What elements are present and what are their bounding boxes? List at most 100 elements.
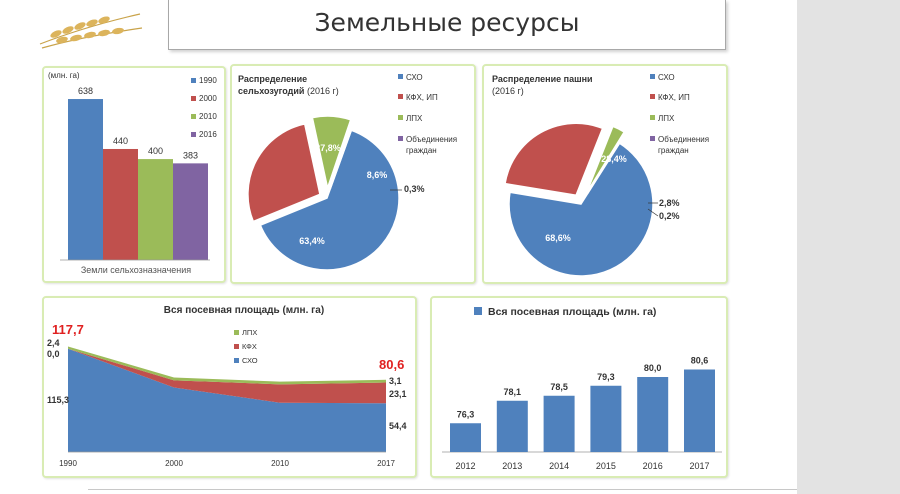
x-tick-label: 2014 <box>549 461 569 471</box>
sown-area-panel: Вся посевная площадь (млн. га) 1990 2000 2… <box>42 296 417 478</box>
bar-2016 <box>637 377 669 452</box>
arable-pie-panel: Распределение пашни (2016 г) 68,6% 28,4% 2… <box>482 64 728 284</box>
bar-2000 <box>103 148 138 260</box>
legend-label: ЛПХ <box>242 328 257 337</box>
x-tick-label: 2000 <box>165 459 183 468</box>
legend-swatch <box>191 96 196 101</box>
legend-swatch <box>398 115 403 120</box>
start-sho-label: 115,3 <box>47 395 69 405</box>
legend-label: 2000 <box>199 94 217 103</box>
start-total-label: 117,7 <box>52 322 84 337</box>
legend-swatch <box>398 74 403 79</box>
agri-pie-panel: Распределение сельхозугодий (2016 г) 63,… <box>230 64 476 284</box>
page-title-box: Земельные ресурсы <box>168 0 726 50</box>
pie-slice <box>508 142 654 277</box>
legend-swatch <box>398 94 403 99</box>
legend-swatch <box>650 94 655 99</box>
x-tick-label: 1990 <box>59 459 77 468</box>
page-title: Земельные ресурсы <box>314 8 580 37</box>
bar-value-label: 383 <box>183 150 198 160</box>
x-tick-label: 2017 <box>377 459 395 468</box>
category-label: Земли сельхозназначения <box>81 265 191 275</box>
x-tick-label: 2010 <box>271 459 289 468</box>
bar-2015 <box>590 385 622 452</box>
bar-2016 <box>173 163 208 260</box>
bar-2012 <box>450 423 481 452</box>
agri-pie-chart: Распределение сельхозугодий (2016 г) 63,… <box>238 73 457 271</box>
bar-value-label: 76,3 <box>457 409 475 419</box>
leader-line <box>647 208 659 217</box>
pie-slice <box>259 129 400 271</box>
arable-pie-chart: Распределение пашни (2016 г) 68,6% 28,4% 2… <box>492 73 709 277</box>
bar-value-label: 440 <box>113 136 128 146</box>
legend-label: ЛПХ <box>658 114 675 123</box>
legend-swatch <box>650 136 655 141</box>
slice-label: 0,2% <box>659 211 680 221</box>
end-kfh-label: 23,1 <box>389 389 407 399</box>
legend-swatch <box>191 114 196 119</box>
slice-label: 2,8% <box>659 198 680 208</box>
slice-label: 27,8% <box>315 143 341 153</box>
pie-slice <box>586 131 627 195</box>
x-tick-label: 2012 <box>455 461 475 471</box>
bar-2013 <box>496 400 528 452</box>
legend-swatch <box>191 132 196 137</box>
area-title: Вся посевная площадь (млн. га) <box>164 305 324 316</box>
legend-swatch <box>234 330 239 335</box>
pie-slice <box>247 123 321 223</box>
right-side-strip <box>797 0 900 494</box>
legend-swatch <box>398 136 403 141</box>
bar-value-label: 78,1 <box>504 387 522 397</box>
area-КФХ <box>68 348 386 404</box>
pie-slice <box>329 119 356 189</box>
bar-value-label: 80,6 <box>691 356 709 366</box>
legend-swatch <box>650 115 655 120</box>
pie-slice <box>311 115 352 191</box>
legend-label: 1990 <box>199 76 217 85</box>
slice-label: 28,4% <box>601 154 627 164</box>
bar-2017 <box>684 369 715 452</box>
wheat-logo <box>39 13 143 49</box>
end-lph-label: 3,1 <box>389 376 402 386</box>
end-sho-label: 54,4 <box>389 421 407 431</box>
start-lph-label: 2,4 <box>47 338 60 348</box>
sown-bar-chart: Вся посевная площадь (млн. га) 76,3 2012 7… <box>442 306 722 471</box>
legend-label: 2010 <box>199 112 217 121</box>
legend-label: КФХ, ИП <box>658 93 690 102</box>
legend-swatch <box>650 74 655 79</box>
slice-label: 63,4% <box>299 236 325 246</box>
bar-title: Вся посевная площадь (млн. га) <box>488 306 656 318</box>
start-kfh-label: 0,0 <box>47 349 60 359</box>
bar-value-label: 78,5 <box>550 382 568 392</box>
bar-2014 <box>543 395 575 452</box>
legend-swatch <box>234 344 239 349</box>
x-tick-label: 2017 <box>689 461 709 471</box>
area-СХО <box>68 348 386 452</box>
slice-label: 68,6% <box>545 233 571 243</box>
pie2-title-line2: (2016 г) <box>492 86 524 96</box>
legend-label: граждан <box>658 146 689 155</box>
slice-label: 8,6% <box>367 170 388 180</box>
legend-label: СХО <box>242 356 258 365</box>
unit-label: (млн. га) <box>48 71 80 80</box>
pie1-title-line2: сельхозугодий (2016 г) <box>238 86 339 96</box>
legend-label: СХО <box>406 73 423 82</box>
sown-bar-panel: Вся посевная площадь (млн. га) 76,3 2012 7… <box>430 296 728 478</box>
legend-label: КФХ, ИП <box>406 93 438 102</box>
land-bar-panel: (млн. га) 638 440 400 383 1990 2000 2010 2016 … <box>42 66 226 283</box>
end-total-label: 80,6 <box>379 357 404 372</box>
bar-value-label: 79,3 <box>597 372 615 382</box>
slice-label: 0,3% <box>404 184 425 194</box>
pie-slice <box>585 125 626 194</box>
legend-label: КФХ <box>242 342 257 351</box>
bar-2010 <box>138 159 173 260</box>
x-tick-label: 2013 <box>502 461 522 471</box>
bar-1990 <box>68 99 103 260</box>
bar-value-label: 400 <box>148 146 163 156</box>
legend-swatch <box>191 78 196 83</box>
legend-label: Объединения <box>406 135 457 144</box>
pie-slice <box>504 122 604 197</box>
legend-label: ЛПХ <box>406 114 423 123</box>
legend-label: СХО <box>658 73 675 82</box>
